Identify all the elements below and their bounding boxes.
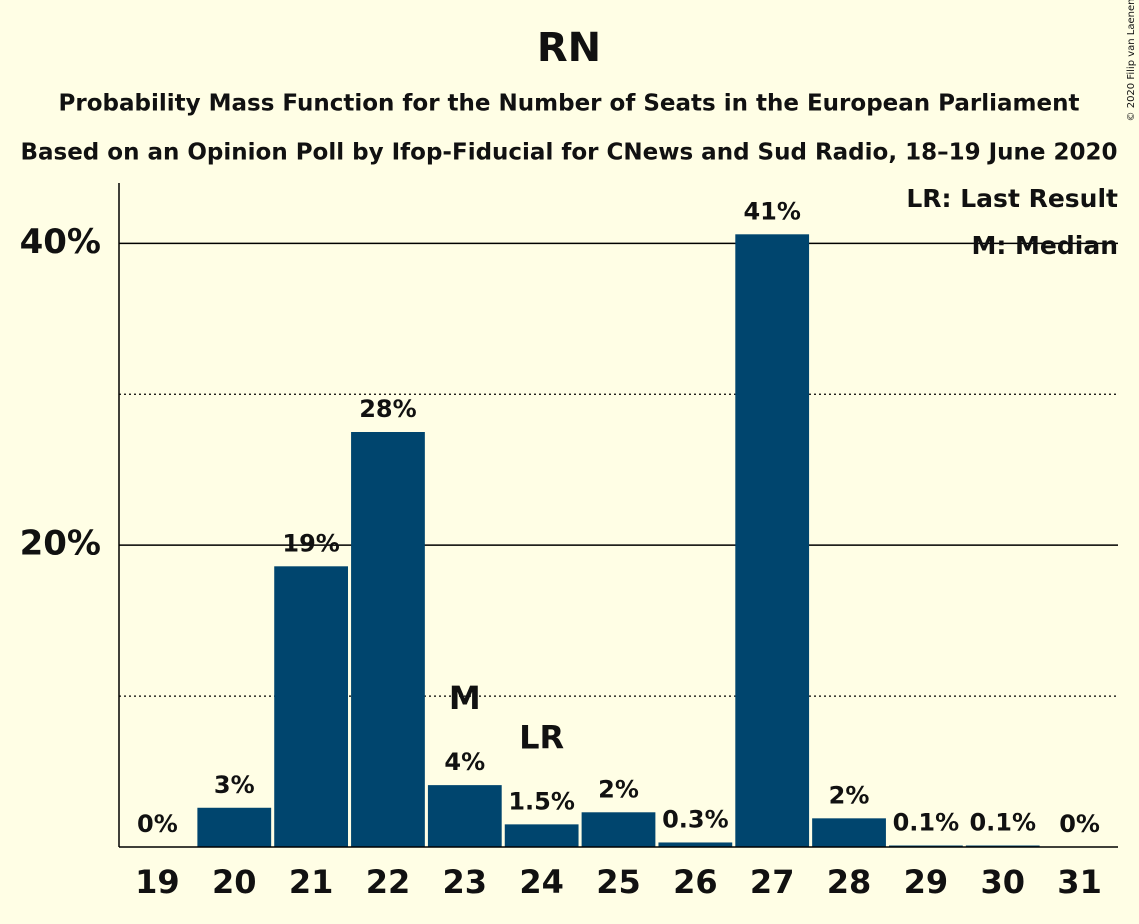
bar (351, 432, 425, 847)
chart-subtitle: Probability Mass Function for the Number… (59, 91, 1080, 117)
x-tick-label: 29 (904, 863, 949, 901)
chart-title: RN (537, 25, 601, 71)
bar (735, 234, 810, 848)
chart-subtitle: Based on an Opinion Poll by Ifop-Fiducia… (20, 140, 1117, 166)
x-tick-label: 26 (673, 863, 718, 901)
value-label: 0.1% (969, 808, 1036, 836)
value-label: 0% (137, 810, 178, 838)
bar (581, 812, 656, 847)
x-tick-label: 23 (443, 863, 488, 901)
x-tick-label: 24 (519, 863, 564, 901)
annotation: LR (519, 718, 564, 756)
bar (197, 807, 272, 847)
legend-entry: LR: Last Result (906, 184, 1118, 213)
y-tick-label: 20% (20, 524, 101, 564)
value-label: 41% (743, 197, 800, 225)
value-label: 4% (444, 748, 485, 776)
bar (658, 842, 733, 847)
bar (965, 845, 1040, 847)
bar (504, 824, 579, 847)
copyright: © 2020 Filip van Laenen (1126, 0, 1137, 121)
x-tick-label: 28 (827, 863, 872, 901)
value-label: 2% (829, 781, 870, 809)
value-label: 28% (359, 395, 416, 423)
x-tick-label: 19 (135, 863, 180, 901)
bar (812, 818, 886, 847)
x-tick-label: 21 (289, 863, 334, 901)
x-tick-label: 31 (1057, 863, 1102, 901)
legend-entry: M: Median (971, 231, 1118, 260)
value-label: 0.3% (662, 805, 729, 833)
annotation: M (449, 679, 481, 717)
bar (274, 566, 349, 847)
x-tick-label: 25 (596, 863, 641, 901)
value-label: 2% (598, 775, 639, 803)
value-label: 1.5% (508, 787, 575, 815)
x-tick-label: 22 (366, 863, 411, 901)
value-label: 19% (282, 529, 339, 557)
x-tick-label: 20 (212, 863, 257, 901)
bar (888, 845, 963, 847)
bar (427, 785, 502, 847)
value-label: 0% (1059, 810, 1100, 838)
value-label: 3% (214, 771, 255, 799)
y-tick-label: 40% (20, 222, 101, 262)
value-label: 0.1% (893, 808, 960, 836)
x-tick-label: 27 (750, 863, 795, 901)
x-tick-label: 30 (980, 863, 1025, 901)
